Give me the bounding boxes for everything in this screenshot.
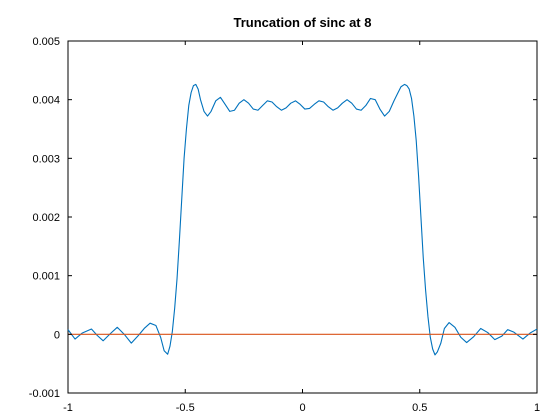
x-tick-label: 0	[299, 402, 305, 414]
series-line-1	[67, 83, 538, 356]
plot-area	[67, 40, 538, 394]
chart-title: Truncation of sinc at 8	[234, 15, 372, 30]
y-tick-label: 0.004	[32, 95, 60, 107]
y-tick-label: 0.002	[32, 212, 60, 224]
y-tick-label: -0.001	[29, 388, 60, 400]
x-tick-label: 1	[534, 402, 540, 414]
y-tick-label: 0.003	[32, 153, 60, 165]
y-tick-label: 0.005	[32, 36, 60, 48]
y-axis: -0.001 0 0.001 0.002 0.003 0.004 0.005	[29, 36, 537, 400]
x-axis: -1 -0.5 0 0.5 1	[63, 41, 540, 414]
y-tick-label: 0.001	[32, 271, 60, 283]
plot-frame	[67, 40, 538, 394]
x-tick-label: -0.5	[176, 402, 195, 414]
x-tick-label: -1	[63, 402, 73, 414]
x-tick-label: 0.5	[412, 402, 427, 414]
y-tick-label: 0	[54, 329, 60, 341]
series-layer	[67, 83, 538, 356]
